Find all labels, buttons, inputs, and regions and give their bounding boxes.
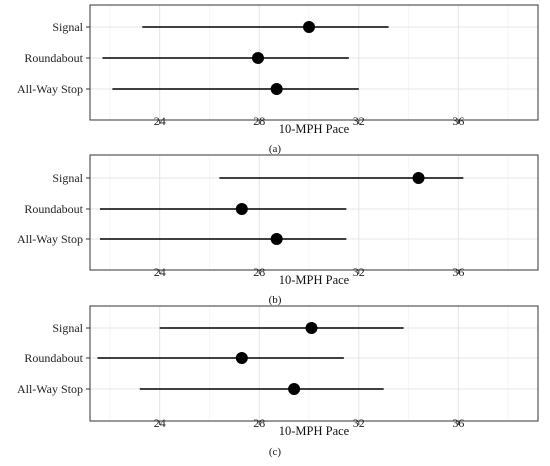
y-tick-label: All-Way Stop — [17, 232, 83, 246]
plot-area — [90, 5, 538, 120]
point-marker — [412, 172, 425, 184]
y-tick-label: Signal — [52, 171, 83, 185]
x-tick-label: 28 — [253, 416, 265, 430]
point-marker — [270, 83, 283, 95]
x-axis-title: 10-MPH Pace — [279, 424, 350, 438]
point-marker — [235, 352, 248, 364]
y-tick-label: Roundabout — [24, 351, 83, 365]
y-tick-label: All-Way Stop — [17, 82, 83, 96]
x-tick-label: 24 — [154, 114, 166, 128]
chart-panel-1: Signal Roundabout All-Way Stop 24 28 32 36 10-M… — [17, 4, 539, 155]
point-marker — [303, 21, 316, 33]
point-marker — [288, 383, 301, 395]
point-marker — [235, 203, 248, 215]
x-axis-title: 10-MPH Pace — [279, 273, 350, 287]
panel-border — [89, 305, 539, 422]
x-tick-label: 24 — [154, 265, 166, 279]
x-tick-label: 36 — [452, 114, 464, 128]
panel-border — [89, 154, 539, 271]
panel-label: (b) — [269, 294, 282, 306]
point-marker — [270, 233, 283, 245]
x-tick-label: 28 — [253, 114, 265, 128]
y-tick-label: All-Way Stop — [17, 382, 83, 396]
point-marker — [252, 52, 264, 64]
x-tick-label: 32 — [353, 265, 365, 279]
panel-label: (a) — [269, 143, 282, 155]
y-tick-label: Signal — [52, 20, 83, 34]
y-tick-label: Roundabout — [24, 51, 83, 65]
x-axis-title: 10-MPH Pace — [279, 122, 350, 136]
chart-panel-3: Signal Roundabout All-Way Stop 24 28 32 36 10-M… — [17, 305, 539, 458]
x-tick-label: 32 — [353, 416, 365, 430]
x-tick-label: 28 — [253, 265, 265, 279]
point-marker — [305, 322, 318, 334]
panel-border — [89, 4, 539, 121]
plot-area — [90, 155, 538, 270]
panel-label: (c) — [269, 446, 282, 458]
x-tick-label: 24 — [154, 416, 166, 430]
x-tick-label: 36 — [452, 416, 464, 430]
x-tick-label: 36 — [452, 265, 464, 279]
x-tick-label: 32 — [353, 114, 365, 128]
chart-panel-2: Signal Roundabout All-Way Stop 24 28 32 36 10-M… — [17, 154, 539, 306]
y-tick-label: Signal — [52, 321, 83, 335]
y-tick-label: Roundabout — [24, 202, 83, 216]
